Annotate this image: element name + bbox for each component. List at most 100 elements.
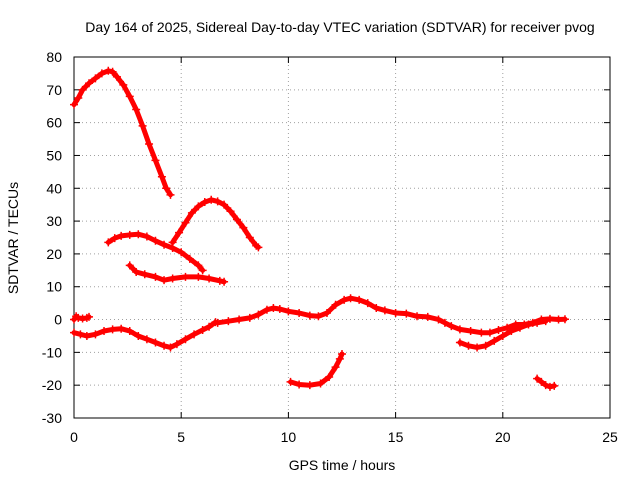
- data-point: [338, 350, 346, 359]
- data-point: [142, 335, 151, 344]
- y-tick-label: 70: [46, 82, 62, 98]
- data-point: [413, 312, 422, 321]
- data-point: [194, 261, 203, 270]
- data-point: [380, 306, 389, 315]
- data-point: [207, 195, 216, 204]
- data-point: [515, 323, 524, 332]
- data-point: [434, 315, 443, 324]
- series-layer: [70, 66, 569, 391]
- axis-ticks: 0 5 10 15 20 25 -30 -20 -10 0 10 20 30 40 50 60 70 80: [42, 49, 618, 445]
- data-point: [166, 190, 175, 199]
- x-tick-label: 20: [495, 429, 511, 445]
- data-point: [70, 100, 78, 109]
- series-arc-1: [71, 68, 173, 198]
- data-point: [97, 69, 106, 78]
- data-point: [132, 105, 141, 114]
- data-point: [190, 330, 199, 339]
- data-point: [177, 248, 186, 257]
- data-point: [110, 234, 119, 243]
- x-axis-label: GPS time / hours: [289, 457, 396, 473]
- data-point: [314, 312, 323, 321]
- data-point: [215, 276, 224, 285]
- data-point: [194, 202, 203, 211]
- data-point: [125, 92, 134, 101]
- data-point: [162, 184, 171, 193]
- data-point: [295, 308, 304, 317]
- data-point: [125, 230, 134, 239]
- data-point: [494, 326, 503, 335]
- data-point: [134, 230, 143, 239]
- data-point: [447, 322, 456, 331]
- y-tick-label: 50: [46, 147, 62, 163]
- data-point: [70, 328, 78, 337]
- data-point: [537, 377, 546, 386]
- data-point: [545, 382, 554, 391]
- data-point: [316, 379, 325, 388]
- data-point: [140, 270, 149, 279]
- data-point: [181, 272, 190, 281]
- data-point: [78, 85, 87, 94]
- data-point: [440, 318, 449, 327]
- data-point: [507, 327, 516, 336]
- data-point: [157, 172, 166, 181]
- data-point: [175, 228, 184, 237]
- data-point: [125, 327, 134, 336]
- data-point: [151, 156, 160, 165]
- data-point: [269, 304, 278, 313]
- data-point: [498, 331, 507, 340]
- data-point: [402, 309, 411, 318]
- data-point: [104, 66, 113, 75]
- data-point: [254, 310, 263, 319]
- y-tick-label: 10: [46, 279, 62, 295]
- y-tick-label: -10: [42, 344, 62, 360]
- data-point: [194, 272, 203, 281]
- data-point: [254, 243, 263, 252]
- data-point: [142, 232, 151, 241]
- data-point: [455, 325, 464, 334]
- data-point: [239, 223, 248, 232]
- data-point: [198, 326, 207, 335]
- data-point: [391, 308, 400, 317]
- data-point: [466, 327, 475, 336]
- data-point: [455, 338, 464, 347]
- data-point: [340, 295, 349, 304]
- data-point: [100, 327, 109, 336]
- data-point: [91, 74, 100, 83]
- x-tick-label: 5: [177, 429, 185, 445]
- y-tick-label: 60: [46, 115, 62, 131]
- data-point: [477, 328, 486, 337]
- y-tick-label: 40: [46, 180, 62, 196]
- data-point: [117, 231, 126, 240]
- data-point: [76, 330, 85, 339]
- data-point: [560, 315, 569, 324]
- data-point: [205, 274, 214, 283]
- data-point: [85, 79, 94, 88]
- data-point: [200, 198, 209, 207]
- data-point: [213, 197, 222, 206]
- data-point: [74, 94, 83, 103]
- data-point: [235, 315, 244, 324]
- data-point: [224, 317, 233, 326]
- data-point: [119, 80, 128, 89]
- data-point: [286, 377, 295, 386]
- data-point: [108, 325, 117, 334]
- data-point: [181, 335, 190, 344]
- y-tick-label: -20: [42, 377, 62, 393]
- data-point: [275, 305, 284, 314]
- data-point: [541, 317, 550, 326]
- data-point: [305, 381, 314, 390]
- data-point: [295, 380, 304, 389]
- data-point: [541, 381, 550, 390]
- data-point: [151, 338, 160, 347]
- data-point: [117, 324, 126, 333]
- data-point: [168, 244, 177, 253]
- data-point: [168, 274, 177, 283]
- data-point: [213, 318, 222, 327]
- data-point: [550, 381, 559, 390]
- x-tick-label: 15: [388, 429, 404, 445]
- data-point: [335, 354, 344, 363]
- y-tick-label: 30: [46, 213, 62, 229]
- data-point: [305, 311, 314, 320]
